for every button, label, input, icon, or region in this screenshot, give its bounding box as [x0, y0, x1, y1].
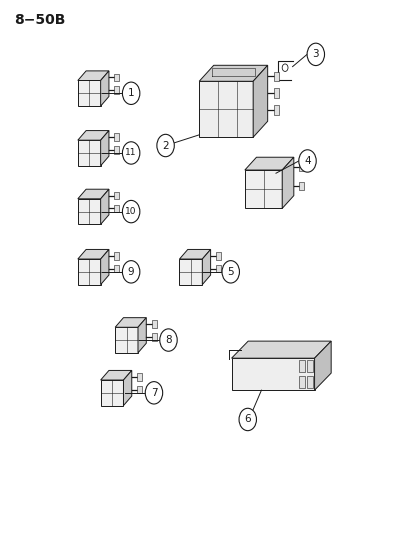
- Polygon shape: [115, 327, 138, 353]
- Polygon shape: [138, 318, 146, 353]
- Polygon shape: [152, 320, 157, 328]
- Polygon shape: [232, 341, 331, 358]
- Text: 10: 10: [125, 207, 137, 216]
- Polygon shape: [245, 157, 294, 170]
- Text: 1: 1: [128, 88, 134, 98]
- Polygon shape: [78, 259, 101, 285]
- Polygon shape: [179, 259, 203, 285]
- Polygon shape: [274, 71, 279, 81]
- Circle shape: [122, 142, 140, 164]
- Polygon shape: [299, 360, 305, 372]
- Circle shape: [299, 150, 316, 172]
- Polygon shape: [307, 360, 313, 372]
- Polygon shape: [245, 170, 282, 208]
- Polygon shape: [78, 140, 101, 166]
- Polygon shape: [216, 265, 221, 272]
- Polygon shape: [152, 333, 157, 341]
- Polygon shape: [216, 252, 221, 260]
- Polygon shape: [315, 341, 331, 390]
- Polygon shape: [101, 370, 132, 380]
- Polygon shape: [115, 74, 120, 81]
- Polygon shape: [282, 157, 294, 208]
- Text: 5: 5: [227, 267, 234, 277]
- Polygon shape: [101, 189, 109, 224]
- Polygon shape: [115, 86, 120, 94]
- Polygon shape: [299, 163, 304, 171]
- Polygon shape: [101, 249, 109, 285]
- Circle shape: [222, 261, 239, 283]
- Polygon shape: [115, 133, 120, 141]
- Polygon shape: [101, 71, 109, 106]
- Polygon shape: [115, 205, 120, 212]
- Text: 9: 9: [128, 267, 134, 277]
- Polygon shape: [274, 88, 279, 98]
- Polygon shape: [115, 252, 120, 260]
- Polygon shape: [101, 380, 124, 406]
- Polygon shape: [115, 318, 146, 327]
- Polygon shape: [299, 182, 304, 190]
- Text: 6: 6: [244, 415, 251, 424]
- Polygon shape: [199, 81, 253, 137]
- Text: 4: 4: [304, 156, 311, 166]
- Circle shape: [157, 134, 174, 157]
- Text: 7: 7: [151, 388, 157, 398]
- Polygon shape: [137, 386, 142, 393]
- Polygon shape: [199, 65, 268, 81]
- Circle shape: [122, 261, 140, 283]
- Polygon shape: [78, 199, 101, 224]
- Circle shape: [307, 43, 325, 66]
- Text: 11: 11: [125, 149, 137, 157]
- Circle shape: [145, 382, 163, 404]
- Polygon shape: [78, 189, 109, 199]
- Polygon shape: [124, 370, 132, 406]
- Polygon shape: [78, 249, 109, 259]
- Text: 3: 3: [312, 50, 319, 59]
- Circle shape: [122, 82, 140, 104]
- Polygon shape: [274, 105, 279, 115]
- Polygon shape: [115, 265, 120, 272]
- Polygon shape: [203, 249, 211, 285]
- Polygon shape: [78, 80, 101, 106]
- Polygon shape: [101, 131, 109, 166]
- Circle shape: [239, 408, 256, 431]
- Polygon shape: [137, 373, 142, 381]
- Polygon shape: [232, 358, 315, 390]
- Polygon shape: [78, 131, 109, 140]
- Polygon shape: [78, 71, 109, 80]
- Circle shape: [160, 329, 177, 351]
- Text: 8−50B: 8−50B: [15, 13, 66, 27]
- Text: 8: 8: [165, 335, 172, 345]
- Text: 2: 2: [162, 141, 169, 150]
- Polygon shape: [179, 249, 211, 259]
- Polygon shape: [115, 192, 120, 199]
- Polygon shape: [253, 65, 268, 137]
- Polygon shape: [115, 146, 120, 154]
- Circle shape: [122, 200, 140, 223]
- Polygon shape: [299, 376, 305, 388]
- Polygon shape: [307, 376, 313, 388]
